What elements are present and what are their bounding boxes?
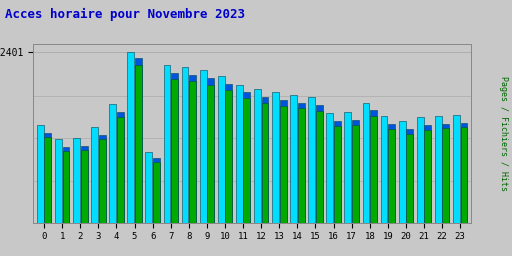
- Bar: [461, 127, 467, 223]
- Bar: [207, 85, 214, 223]
- Bar: [326, 113, 333, 223]
- Bar: [453, 115, 460, 223]
- Bar: [81, 150, 88, 223]
- Bar: [62, 147, 70, 223]
- Bar: [45, 133, 51, 223]
- Bar: [109, 104, 116, 223]
- Bar: [272, 92, 279, 223]
- Bar: [407, 129, 413, 223]
- Bar: [73, 138, 80, 223]
- Bar: [189, 81, 196, 223]
- Bar: [442, 124, 450, 223]
- Bar: [334, 126, 341, 223]
- Bar: [290, 95, 297, 223]
- Bar: [62, 151, 70, 223]
- Bar: [37, 125, 44, 223]
- Bar: [135, 58, 142, 223]
- Bar: [153, 158, 160, 223]
- Bar: [442, 128, 450, 223]
- Bar: [99, 139, 105, 223]
- Bar: [99, 135, 105, 223]
- Bar: [182, 67, 188, 223]
- Bar: [225, 90, 232, 223]
- Bar: [370, 116, 377, 223]
- Bar: [345, 112, 351, 223]
- Bar: [280, 106, 287, 223]
- Bar: [388, 124, 395, 223]
- Bar: [380, 116, 388, 223]
- Bar: [362, 103, 369, 223]
- Bar: [424, 130, 431, 223]
- Text: Acces horaire pour Novembre 2023: Acces horaire pour Novembre 2023: [5, 8, 245, 21]
- Bar: [45, 137, 51, 223]
- Bar: [163, 65, 170, 223]
- Bar: [262, 103, 268, 223]
- Bar: [244, 92, 250, 223]
- Bar: [171, 72, 178, 223]
- Bar: [388, 129, 395, 223]
- Bar: [399, 121, 406, 223]
- Bar: [171, 79, 178, 223]
- Bar: [352, 120, 359, 223]
- Bar: [218, 76, 225, 223]
- Bar: [370, 110, 377, 223]
- Text: Pages / Fichiers / Hits: Pages / Fichiers / Hits: [499, 76, 508, 191]
- Bar: [308, 97, 315, 223]
- Bar: [117, 112, 124, 223]
- Bar: [55, 140, 62, 223]
- Bar: [298, 103, 305, 223]
- Bar: [81, 146, 88, 223]
- Bar: [145, 152, 152, 223]
- Bar: [316, 111, 323, 223]
- Bar: [352, 125, 359, 223]
- Bar: [262, 97, 268, 223]
- Bar: [207, 78, 214, 223]
- Bar: [334, 121, 341, 223]
- Bar: [461, 123, 467, 223]
- Bar: [298, 108, 305, 223]
- Bar: [435, 116, 442, 223]
- Bar: [153, 162, 160, 223]
- Bar: [189, 75, 196, 223]
- Bar: [244, 98, 250, 223]
- Bar: [254, 89, 261, 223]
- Bar: [225, 84, 232, 223]
- Bar: [200, 70, 206, 223]
- Bar: [316, 105, 323, 223]
- Bar: [280, 100, 287, 223]
- Bar: [236, 85, 243, 223]
- Bar: [91, 127, 98, 223]
- Bar: [407, 134, 413, 223]
- Bar: [135, 65, 142, 223]
- Bar: [424, 125, 431, 223]
- Bar: [117, 117, 124, 223]
- Bar: [127, 52, 134, 223]
- Bar: [417, 117, 423, 223]
